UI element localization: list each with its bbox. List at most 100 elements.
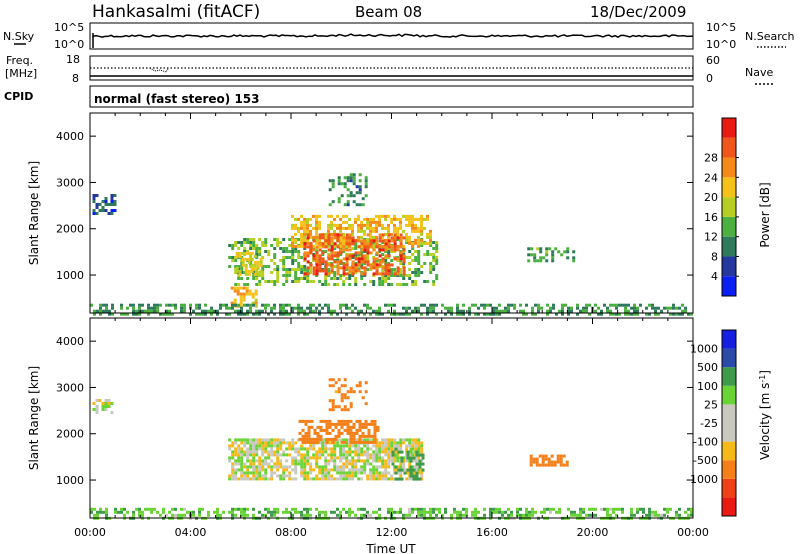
data-cell-power <box>483 306 486 310</box>
data-cell-power <box>402 262 406 265</box>
data-cell-power <box>351 223 354 227</box>
data-cell-velocity <box>337 419 341 423</box>
data-cell-power <box>346 200 350 204</box>
data-cell-velocity <box>168 510 171 514</box>
data-cell-velocity <box>378 465 382 469</box>
data-cell-power <box>318 226 321 230</box>
data-cell-velocity <box>630 510 633 514</box>
data-cell-velocity <box>334 390 338 394</box>
data-cell-velocity <box>381 462 385 466</box>
data-cell-power <box>536 247 540 251</box>
data-cell-velocity <box>237 450 241 454</box>
data-cell-power <box>243 247 247 250</box>
data-cell-power <box>636 309 639 313</box>
data-cell-power <box>321 260 325 264</box>
data-cell-power <box>330 232 333 236</box>
data-cell-velocity <box>246 474 250 478</box>
data-cell-velocity <box>648 507 651 511</box>
data-cell-power <box>548 247 552 251</box>
data-cell-power <box>102 309 105 313</box>
data-cell-velocity <box>630 507 633 511</box>
data-cell-velocity <box>273 438 277 442</box>
data-cell-power <box>687 312 690 316</box>
nsearch-hi-tick: 10^5 <box>706 21 736 34</box>
data-cell-power <box>366 223 369 227</box>
data-cell-velocity <box>276 462 280 466</box>
data-cell-power <box>294 271 298 274</box>
data-cell-power <box>351 309 354 313</box>
data-cell-velocity <box>328 422 332 426</box>
data-cell-power <box>408 235 411 239</box>
data-cell-power <box>606 309 609 313</box>
data-cell-power <box>567 312 570 316</box>
data-cell-velocity <box>330 453 334 457</box>
data-cell-power <box>300 220 303 224</box>
data-cell-power <box>165 312 168 316</box>
data-cell-power <box>324 303 327 307</box>
data-cell-power <box>291 309 294 313</box>
data-cell-power <box>273 238 277 241</box>
data-cell-power <box>354 251 358 255</box>
data-cell-power <box>324 266 328 270</box>
data-cell-power <box>351 274 355 277</box>
data-cell-power <box>366 251 370 255</box>
data-cell-power <box>432 247 436 250</box>
data-cell-power <box>375 245 379 249</box>
data-cell-power <box>312 272 316 276</box>
x-tick-label: 00:00 <box>677 526 709 539</box>
data-cell-velocity <box>297 462 301 466</box>
data-cell-velocity <box>366 462 370 466</box>
data-cell-velocity <box>349 428 353 432</box>
data-cell-velocity <box>390 507 393 511</box>
data-cell-velocity <box>393 450 397 454</box>
data-cell-power <box>328 203 332 207</box>
data-cell-power <box>349 173 353 177</box>
data-cell-power <box>417 238 420 242</box>
data-cell-power <box>230 301 234 305</box>
data-cell-power <box>255 277 259 280</box>
data-cell-velocity <box>346 428 350 432</box>
data-cell-power <box>339 251 343 255</box>
data-cell-velocity <box>352 431 356 435</box>
data-cell-power <box>384 226 387 230</box>
cpid-panel-frame <box>89 85 694 108</box>
data-cell-power <box>351 236 355 240</box>
data-cell-velocity <box>348 507 351 511</box>
data-cell-velocity <box>276 441 280 445</box>
data-cell-velocity <box>249 438 253 442</box>
data-cell-velocity <box>492 510 495 514</box>
data-cell-velocity <box>132 513 135 517</box>
data-cell-velocity <box>459 513 462 517</box>
data-cell-power <box>297 250 301 253</box>
data-cell-velocity <box>231 477 235 481</box>
data-cell-power <box>235 269 239 273</box>
data-cell-power <box>192 309 195 313</box>
data-cell-power <box>285 250 289 253</box>
data-cell-velocity <box>285 510 288 514</box>
data-cell-velocity <box>402 438 406 442</box>
data-cell-velocity <box>352 425 356 429</box>
data-cell-velocity <box>384 468 388 472</box>
data-cell-power <box>351 232 354 236</box>
data-cell-velocity <box>370 434 374 438</box>
data-cell-velocity <box>198 507 201 511</box>
data-cell-power <box>291 268 295 271</box>
y-tick-label: 3000 <box>56 381 84 394</box>
data-cell-power <box>180 309 183 313</box>
data-cell-power <box>570 309 573 313</box>
data-cell-power <box>273 312 276 316</box>
data-cell-velocity <box>180 507 183 511</box>
data-cell-power <box>303 247 307 250</box>
data-cell-power <box>432 303 435 307</box>
data-cell-power <box>297 238 301 241</box>
data-cell-velocity <box>309 513 312 517</box>
data-cell-power <box>234 309 237 313</box>
data-cell-velocity <box>411 441 415 445</box>
data-cell-velocity <box>301 434 305 438</box>
data-cell-power <box>306 272 310 276</box>
data-cell-power <box>681 303 684 307</box>
data-cell-power <box>261 256 265 259</box>
data-cell-velocity <box>315 462 319 466</box>
data-cell-power <box>309 232 312 236</box>
data-cell-velocity <box>411 450 415 454</box>
